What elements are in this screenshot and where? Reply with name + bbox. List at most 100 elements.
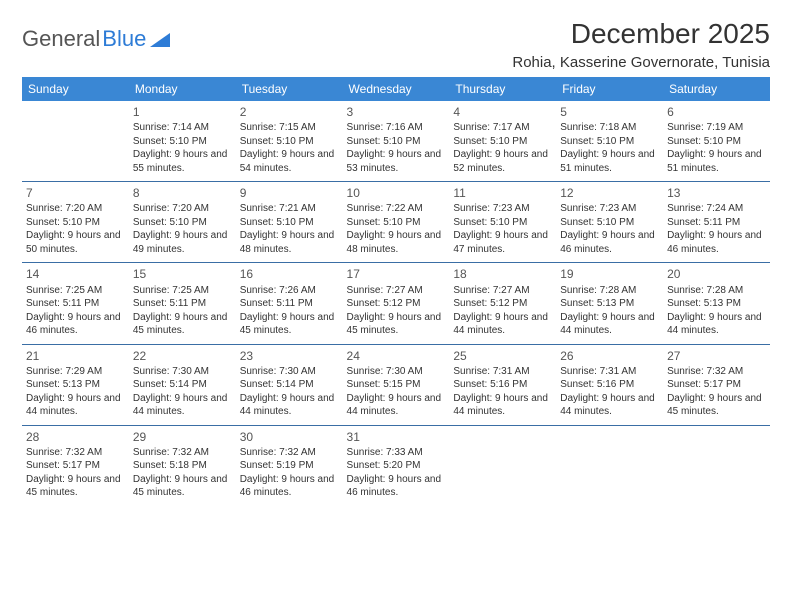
day-details: Sunrise: 7:32 AMSunset: 5:17 PMDaylight:… [26,446,125,500]
day-details: Sunrise: 7:30 AMSunset: 5:14 PMDaylight:… [240,365,339,419]
calendar-day-cell: 18Sunrise: 7:27 AMSunset: 5:12 PMDayligh… [449,263,556,344]
calendar-day-cell: 22Sunrise: 7:30 AMSunset: 5:14 PMDayligh… [129,344,236,425]
calendar-day-cell: 5Sunrise: 7:18 AMSunset: 5:10 PMDaylight… [556,101,663,182]
calendar-day-cell: 7Sunrise: 7:20 AMSunset: 5:10 PMDaylight… [22,182,129,263]
calendar-week-row: 1Sunrise: 7:14 AMSunset: 5:10 PMDaylight… [22,101,770,182]
day-number: 24 [347,348,446,364]
calendar-day-cell [663,425,770,506]
calendar-week-row: 14 Sunrise: 7:25 AMSunset: 5:11 PMDayligh… [22,263,770,344]
calendar-day-cell: 1Sunrise: 7:14 AMSunset: 5:10 PMDaylight… [129,101,236,182]
calendar-day-cell: 31Sunrise: 7:33 AMSunset: 5:20 PMDayligh… [343,425,450,506]
day-number: 29 [133,429,232,445]
calendar-day-cell [22,101,129,182]
day-header: Thursday [449,77,556,101]
calendar-day-cell: 20 Sunrise: 7:28 AMSunset: 5:13 PMDayligh… [663,263,770,344]
day-details: Sunrise: 7:25 AMSunset: 5:11 PMDaylight:… [26,284,125,338]
calendar-week-row: 28Sunrise: 7:32 AMSunset: 5:17 PMDayligh… [22,425,770,506]
day-details: Sunrise: 7:27 AMSunset: 5:12 PMDaylight:… [347,284,446,338]
day-details: Sunrise: 7:24 AMSunset: 5:11 PMDaylight:… [667,202,766,256]
calendar-week-row: 21Sunrise: 7:29 AMSunset: 5:13 PMDayligh… [22,344,770,425]
calendar-day-cell: 16 Sunrise: 7:26 AMSunset: 5:11 PMDayligh… [236,263,343,344]
logo-triangle-icon [150,31,170,47]
calendar-week-row: 7Sunrise: 7:20 AMSunset: 5:10 PMDaylight… [22,182,770,263]
day-number: 5 [560,104,659,120]
calendar-day-cell: 17 Sunrise: 7:27 AMSunset: 5:12 PMDayligh… [343,263,450,344]
day-details: Sunrise: 7:32 AMSunset: 5:19 PMDaylight:… [240,446,339,500]
day-number: 11 [453,185,552,201]
calendar-day-cell: 3Sunrise: 7:16 AMSunset: 5:10 PMDaylight… [343,101,450,182]
day-details: Sunrise: 7:15 AMSunset: 5:10 PMDaylight:… [240,121,339,175]
day-details: Sunrise: 7:28 AMSunset: 5:13 PMDaylight:… [667,284,766,338]
page-title: December 2025 [512,18,770,50]
day-details: Sunrise: 7:20 AMSunset: 5:10 PMDaylight:… [133,202,232,256]
day-header-row: SundayMondayTuesdayWednesdayThursdayFrid… [22,77,770,101]
calendar-day-cell: 4Sunrise: 7:17 AMSunset: 5:10 PMDaylight… [449,101,556,182]
day-details: Sunrise: 7:28 AMSunset: 5:13 PMDaylight:… [560,284,659,338]
calendar-day-cell: 14 Sunrise: 7:25 AMSunset: 5:11 PMDayligh… [22,263,129,344]
day-details: Sunrise: 7:31 AMSunset: 5:16 PMDaylight:… [560,365,659,419]
calendar-day-cell: 21Sunrise: 7:29 AMSunset: 5:13 PMDayligh… [22,344,129,425]
day-header: Saturday [663,77,770,101]
day-details: Sunrise: 7:30 AMSunset: 5:15 PMDaylight:… [347,365,446,419]
day-number: 16 [240,266,339,282]
day-number: 14 [26,266,125,282]
day-details: Sunrise: 7:21 AMSunset: 5:10 PMDaylight:… [240,202,339,256]
day-details: Sunrise: 7:27 AMSunset: 5:12 PMDaylight:… [453,284,552,338]
day-number: 17 [347,266,446,282]
calendar-body: 1Sunrise: 7:14 AMSunset: 5:10 PMDaylight… [22,101,770,506]
day-details: Sunrise: 7:25 AMSunset: 5:11 PMDaylight:… [133,284,232,338]
calendar-day-cell: 23Sunrise: 7:30 AMSunset: 5:14 PMDayligh… [236,344,343,425]
day-number: 31 [347,429,446,445]
calendar-day-cell: 24Sunrise: 7:30 AMSunset: 5:15 PMDayligh… [343,344,450,425]
day-details: Sunrise: 7:26 AMSunset: 5:11 PMDaylight:… [240,284,339,338]
day-details: Sunrise: 7:17 AMSunset: 5:10 PMDaylight:… [453,121,552,175]
day-number: 12 [560,185,659,201]
calendar-table: SundayMondayTuesdayWednesdayThursdayFrid… [22,77,770,506]
day-details: Sunrise: 7:31 AMSunset: 5:16 PMDaylight:… [453,365,552,419]
day-details: Sunrise: 7:14 AMSunset: 5:10 PMDaylight:… [133,121,232,175]
day-number: 2 [240,104,339,120]
day-number: 8 [133,185,232,201]
calendar-day-cell: 30Sunrise: 7:32 AMSunset: 5:19 PMDayligh… [236,425,343,506]
day-number: 23 [240,348,339,364]
day-number: 27 [667,348,766,364]
calendar-day-cell [556,425,663,506]
calendar-day-cell: 12Sunrise: 7:23 AMSunset: 5:10 PMDayligh… [556,182,663,263]
day-details: Sunrise: 7:23 AMSunset: 5:10 PMDaylight:… [453,202,552,256]
calendar-day-cell: 6Sunrise: 7:19 AMSunset: 5:10 PMDaylight… [663,101,770,182]
calendar-day-cell: 27Sunrise: 7:32 AMSunset: 5:17 PMDayligh… [663,344,770,425]
day-details: Sunrise: 7:20 AMSunset: 5:10 PMDaylight:… [26,202,125,256]
day-details: Sunrise: 7:29 AMSunset: 5:13 PMDaylight:… [26,365,125,419]
day-header: Monday [129,77,236,101]
day-details: Sunrise: 7:32 AMSunset: 5:17 PMDaylight:… [667,365,766,419]
calendar-day-cell: 28Sunrise: 7:32 AMSunset: 5:17 PMDayligh… [22,425,129,506]
calendar-day-cell: 26Sunrise: 7:31 AMSunset: 5:16 PMDayligh… [556,344,663,425]
day-number: 1 [133,104,232,120]
day-header: Friday [556,77,663,101]
calendar-day-cell: 19 Sunrise: 7:28 AMSunset: 5:13 PMDayligh… [556,263,663,344]
calendar-day-cell: 15 Sunrise: 7:25 AMSunset: 5:11 PMDayligh… [129,263,236,344]
day-number: 13 [667,185,766,201]
day-number: 6 [667,104,766,120]
calendar-day-cell: 25Sunrise: 7:31 AMSunset: 5:16 PMDayligh… [449,344,556,425]
day-number: 15 [133,266,232,282]
day-number: 10 [347,185,446,201]
calendar-day-cell: 9Sunrise: 7:21 AMSunset: 5:10 PMDaylight… [236,182,343,263]
day-number: 7 [26,185,125,201]
day-number: 30 [240,429,339,445]
header: GeneralBlue December 2025 Rohia, Kasseri… [22,18,770,71]
day-details: Sunrise: 7:16 AMSunset: 5:10 PMDaylight:… [347,121,446,175]
day-details: Sunrise: 7:32 AMSunset: 5:18 PMDaylight:… [133,446,232,500]
day-number: 22 [133,348,232,364]
day-header: Tuesday [236,77,343,101]
day-number: 28 [26,429,125,445]
logo: GeneralBlue [22,26,170,52]
calendar-day-cell: 11Sunrise: 7:23 AMSunset: 5:10 PMDayligh… [449,182,556,263]
day-details: Sunrise: 7:33 AMSunset: 5:20 PMDaylight:… [347,446,446,500]
calendar-day-cell: 10Sunrise: 7:22 AMSunset: 5:10 PMDayligh… [343,182,450,263]
calendar-day-cell: 13Sunrise: 7:24 AMSunset: 5:11 PMDayligh… [663,182,770,263]
day-number: 19 [560,266,659,282]
day-number: 20 [667,266,766,282]
day-details: Sunrise: 7:30 AMSunset: 5:14 PMDaylight:… [133,365,232,419]
day-number: 3 [347,104,446,120]
